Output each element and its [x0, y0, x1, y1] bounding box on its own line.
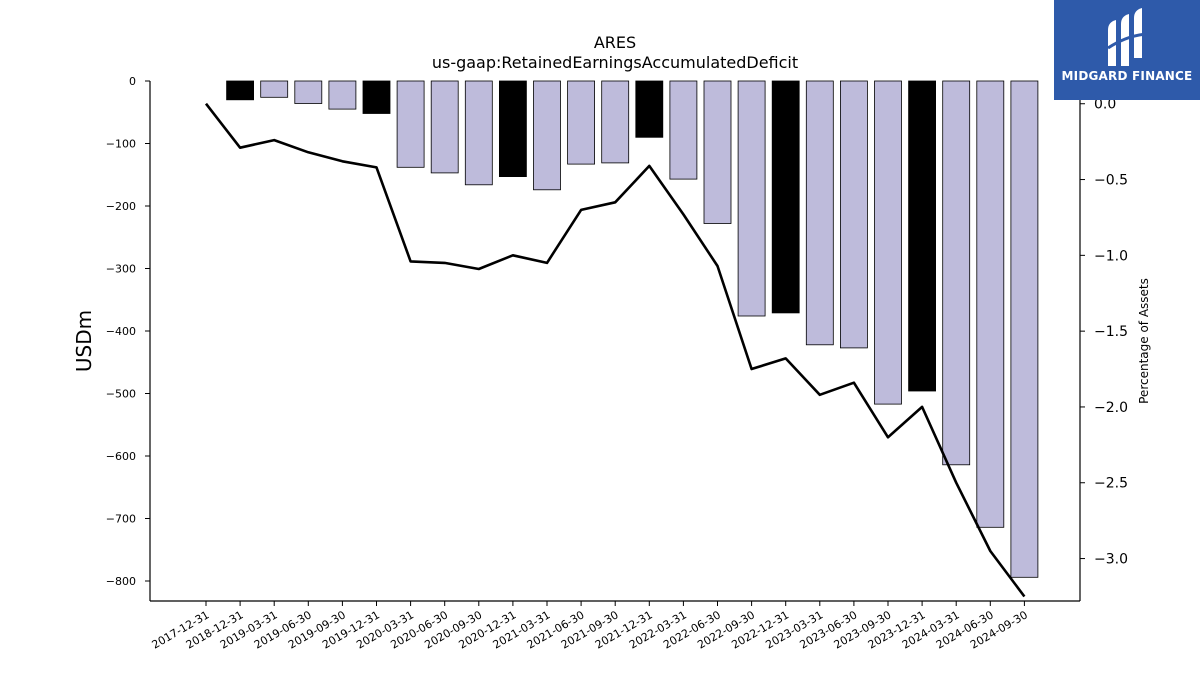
y-tick-label-left: −400 [106, 325, 136, 338]
y-tick-label-left: −200 [106, 200, 136, 213]
y-tick-label-right: −3.0 [1094, 552, 1128, 568]
bar-series [226, 80, 1039, 578]
bar-2023-03-31 [805, 80, 834, 346]
logo: MIDGARD FINANCE [1054, 0, 1200, 100]
bar-2021-06-30 [567, 80, 595, 165]
y-axis-label-right: Percentage of Assets [1137, 278, 1151, 404]
bar-2019-03-31 [260, 80, 289, 98]
y-tick-label-left: −800 [106, 575, 136, 588]
bar-2022-03-31 [669, 80, 698, 180]
bar-2021-09-30 [601, 80, 630, 164]
y-tick-label-left: −700 [106, 513, 136, 526]
bar-2023-12-31 [908, 80, 936, 392]
y-tick-label-left: −600 [106, 450, 136, 463]
bar-2022-12-31 [771, 80, 800, 314]
y-tick-label-left: 0 [129, 75, 136, 88]
bar-2023-06-30 [840, 80, 868, 349]
y-tick-label-right: −1.5 [1094, 324, 1128, 340]
bar-2020-12-31 [498, 80, 527, 177]
logo-text: MIDGARD FINANCE [1061, 69, 1193, 83]
chart-title: ARES [594, 33, 636, 52]
bar-2024-06-30 [976, 80, 1005, 528]
bar-2020-03-31 [396, 80, 425, 168]
bar-2019-09-30 [328, 80, 357, 110]
bar-2022-09-30 [737, 80, 766, 317]
y-tick-label-left: −500 [106, 388, 136, 401]
bar-2020-06-30 [430, 80, 459, 174]
y-tick-label-right: −2.0 [1094, 400, 1128, 416]
bar-2021-12-31 [635, 80, 664, 138]
y-axis-label-left: USDm [72, 310, 96, 372]
y-tick-label-right: −0.5 [1094, 173, 1128, 189]
y-tick-label-right: 0.0 [1094, 97, 1116, 113]
y-tick-label-left: −100 [106, 138, 136, 151]
midgard-logo-icon [1107, 8, 1147, 66]
bar-2018-12-31 [226, 80, 255, 101]
bar-2019-12-31 [362, 80, 391, 114]
line-path [204, 102, 1026, 598]
bar-2024-03-31 [942, 80, 971, 466]
bar-2020-09-30 [464, 80, 493, 186]
bar-2021-03-31 [533, 80, 561, 191]
y-tick-label-left: −300 [106, 263, 136, 276]
bar-2019-06-30 [294, 80, 323, 104]
bar-2023-09-30 [874, 80, 902, 405]
bar-2024-09-30 [1010, 80, 1039, 578]
chart-subtitle: us-gaap:RetainedEarningsAccumulatedDefic… [432, 53, 798, 72]
line-series [204, 102, 1026, 598]
y-tick-label-right: −1.0 [1094, 248, 1128, 264]
y-tick-label-right: −2.5 [1094, 476, 1128, 492]
bar-2022-06-30 [703, 80, 732, 224]
